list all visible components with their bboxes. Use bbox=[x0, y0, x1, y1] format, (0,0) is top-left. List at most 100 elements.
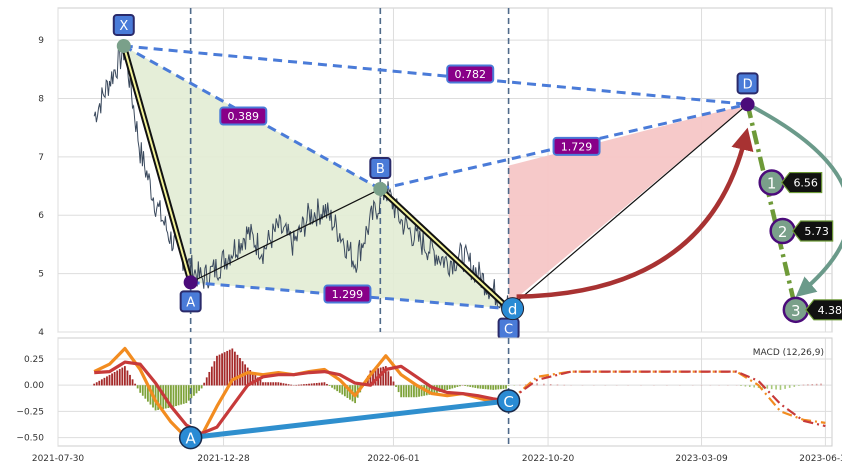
x-axis-ticks: 2021-07-30 2021-12-28 2022-06-01 2022-10-20… bbox=[32, 454, 842, 464]
macd-histogram-bar bbox=[146, 385, 149, 402]
macd-projected-bar bbox=[748, 385, 751, 387]
macd-histogram-bar bbox=[136, 385, 139, 389]
macd-histogram-bar bbox=[466, 385, 469, 387]
x-tick-label: 2022-06-01 bbox=[367, 454, 419, 464]
x-tick-label: 2023-03-09 bbox=[675, 454, 728, 464]
macd-histogram-bar bbox=[233, 351, 236, 386]
macd-projected-bar bbox=[556, 384, 559, 386]
x-tick-label: 2022-10-20 bbox=[522, 454, 575, 464]
macd-histogram-bar bbox=[297, 384, 300, 386]
macd-histogram-bar bbox=[121, 367, 124, 386]
macd-histogram-bar bbox=[277, 382, 280, 386]
macd-histogram-bar bbox=[144, 385, 147, 399]
target-projection-arc bbox=[750, 104, 842, 297]
macd-histogram-bar bbox=[172, 385, 175, 407]
macd-histogram-bar bbox=[177, 385, 180, 406]
point-d-small-marker bbox=[501, 297, 525, 321]
macd-point-a-marker bbox=[178, 425, 203, 450]
target-value: 5.73 bbox=[804, 225, 829, 238]
macd-y-ticks: 0.25 0.00 −0.25 −0.50 bbox=[16, 355, 44, 444]
ratio-label: 0.389 bbox=[228, 110, 260, 123]
macd-y-tick-label: 0.00 bbox=[24, 381, 44, 391]
macd-histogram-bar bbox=[338, 385, 341, 393]
macd-histogram-bar bbox=[303, 384, 305, 386]
macd-histogram-bar bbox=[387, 371, 390, 386]
x-tick-label: 2023-06-30 bbox=[799, 454, 842, 464]
pattern-legs bbox=[120, 45, 748, 311]
macd-histogram-bar bbox=[415, 385, 418, 398]
target-value: 6.56 bbox=[793, 177, 818, 190]
macd-projected-bar bbox=[815, 383, 818, 386]
signal-projection-line bbox=[507, 370, 826, 428]
macd-histogram-bar bbox=[208, 371, 211, 386]
macd-histogram-bar bbox=[139, 385, 142, 393]
macd-histogram-bar bbox=[453, 385, 456, 388]
macd-histogram-bar bbox=[320, 382, 323, 386]
target-value-box bbox=[791, 220, 834, 242]
point-x-label: X bbox=[119, 19, 128, 34]
macd-histogram-bar bbox=[476, 385, 479, 389]
xa-leg-glow bbox=[122, 45, 192, 283]
ratio-label: 1.729 bbox=[561, 140, 593, 153]
macd-panel: AC 0.250.00−0.25−0.50 MACD (12,26,9) bbox=[16, 337, 833, 450]
point-b-marker bbox=[373, 181, 388, 196]
macd-histogram-bar bbox=[410, 385, 413, 398]
point-a-marker bbox=[183, 275, 198, 290]
macd-histogram-bar bbox=[418, 385, 420, 397]
macd-projected-bar bbox=[779, 385, 782, 390]
macd-histogram-bar bbox=[451, 385, 454, 389]
point-a-box bbox=[179, 290, 202, 313]
macd-histogram-bar bbox=[369, 370, 372, 386]
bc-leg-glow bbox=[379, 188, 510, 310]
macd-histogram-bar bbox=[131, 379, 134, 386]
macd-histogram-bar bbox=[474, 385, 477, 388]
macd-histogram-bar bbox=[400, 385, 403, 398]
macd-histogram-bar bbox=[441, 385, 443, 392]
macd-histogram-bar bbox=[213, 361, 216, 386]
macd-histogram-bar bbox=[200, 385, 203, 389]
macd-points: AC bbox=[178, 389, 521, 450]
macd-histogram-bar bbox=[141, 385, 144, 396]
macd-histogram-bar bbox=[226, 350, 229, 386]
ratio-label: 0.782 bbox=[454, 68, 486, 81]
point-x-box bbox=[112, 13, 135, 36]
macd-histogram-bar bbox=[221, 353, 223, 386]
macd-histogram-bar bbox=[318, 382, 321, 386]
macd-histogram-bar bbox=[331, 385, 333, 388]
macd-histogram-bar bbox=[249, 370, 252, 386]
price-y-tick-label: 5 bbox=[38, 270, 44, 280]
macd-histogram-bar bbox=[285, 383, 287, 386]
macd-histogram-bar bbox=[405, 385, 408, 398]
macd-projected-bar bbox=[793, 385, 796, 387]
macd-projected-bar bbox=[770, 385, 773, 390]
pattern-points: X A B Cd D bbox=[112, 13, 759, 340]
macd-histogram-bar bbox=[502, 385, 505, 389]
macd-histogram-bar bbox=[390, 376, 392, 386]
macd-histogram-bar bbox=[392, 381, 395, 386]
macd-projected-bar bbox=[744, 385, 747, 387]
macd-histogram-bar bbox=[187, 385, 190, 401]
macd-projected-bar bbox=[740, 385, 742, 386]
macd-histogram-bar bbox=[308, 383, 310, 386]
signal-line bbox=[94, 360, 509, 435]
macd-projected-bar bbox=[784, 385, 786, 389]
macd-histogram-bar bbox=[159, 385, 162, 410]
macd-histogram-bar bbox=[397, 385, 400, 393]
macd-histogram-bar bbox=[323, 382, 326, 386]
price-y-ticks: 4 5 6 7 8 9 bbox=[38, 36, 44, 338]
macd-histogram-bar bbox=[182, 385, 185, 404]
macd-histogram-bar bbox=[267, 382, 270, 386]
xb-dashed-line bbox=[123, 44, 382, 191]
target-number: 3 bbox=[791, 302, 801, 320]
macd-histogram-bar bbox=[264, 382, 267, 386]
macd-histogram-bar bbox=[262, 382, 264, 386]
xab-fill bbox=[123, 45, 381, 283]
macd-histogram-bar bbox=[95, 382, 98, 386]
macd-projected-bar bbox=[753, 385, 755, 388]
target-value-box bbox=[780, 171, 823, 194]
x-tick-label: 2021-07-30 bbox=[32, 454, 85, 464]
macd-histogram bbox=[93, 348, 822, 411]
macd-histogram-bar bbox=[239, 358, 241, 386]
price-y-tick-label: 8 bbox=[38, 94, 44, 104]
price-y-tick-label: 7 bbox=[38, 153, 44, 163]
